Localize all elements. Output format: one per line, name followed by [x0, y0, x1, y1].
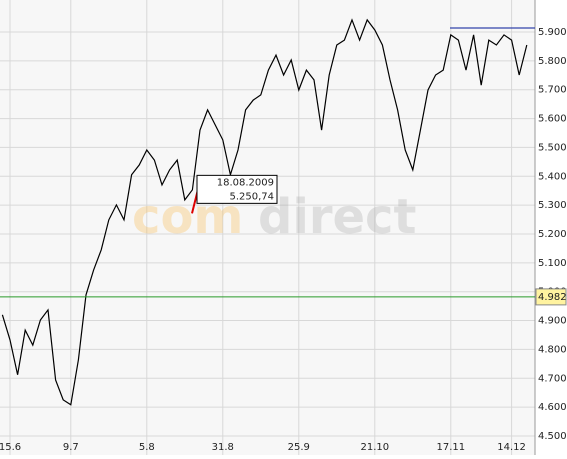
y-tick-label: 5.600	[538, 114, 567, 125]
plot-background	[0, 0, 535, 455]
x-tick-label: 15.6	[0, 442, 21, 453]
tooltip-value: 5.250,74	[229, 191, 274, 202]
y-tick-label: 5.700	[538, 85, 567, 96]
y-tick-label: 5.100	[538, 258, 567, 269]
x-tick-label: 21.10	[360, 442, 389, 453]
x-tick-label: 25.9	[288, 442, 310, 453]
y-tick-label: 4.700	[538, 373, 567, 384]
x-tick-label: 5.8	[139, 442, 155, 453]
x-tick-label: 17.11	[436, 442, 465, 453]
tooltip-box	[196, 174, 278, 204]
y-tick-label: 4.800	[538, 344, 567, 355]
reference-label-box	[535, 288, 567, 306]
y-tick-label: 5.200	[538, 229, 567, 240]
y-tick-label: 5.500	[538, 142, 567, 153]
x-tick-label: 9.7	[63, 442, 79, 453]
y-tick-label: 4.900	[538, 316, 567, 327]
y-tick-label: 4.500	[538, 431, 567, 442]
y-tick-label: 5.900	[538, 27, 567, 38]
tooltip-date: 18.08.2009	[217, 177, 274, 188]
x-tick-label: 31.8	[212, 442, 234, 453]
y-tick-label: 5.400	[538, 171, 567, 182]
price-line	[1, 18, 528, 406]
watermark-direct: direct	[258, 189, 416, 245]
y-tick-label: 5.800	[538, 56, 567, 67]
reference-label: 4.982	[538, 292, 567, 303]
y-tick-label: 5.300	[538, 200, 567, 211]
y-tick-label: 4.600	[538, 402, 567, 413]
x-tick-label: 14.12	[497, 442, 526, 453]
